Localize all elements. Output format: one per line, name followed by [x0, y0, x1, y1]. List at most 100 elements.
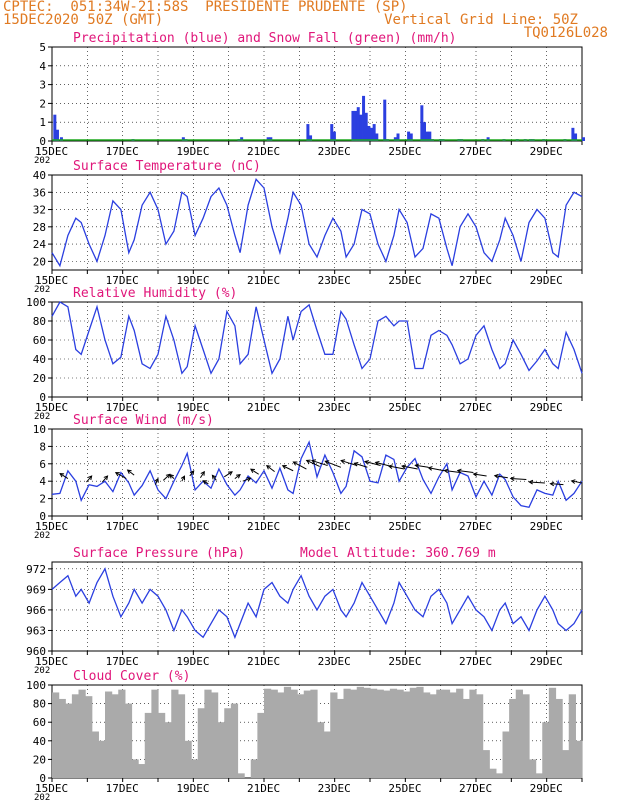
- cloud-bar: [184, 740, 192, 778]
- precip-bar: [181, 137, 185, 141]
- wind-arrow: [101, 475, 108, 483]
- series-line: [51, 567, 583, 640]
- wind-arrow: [529, 481, 545, 484]
- y-tick-label: 1: [39, 116, 46, 129]
- cloud-bar: [85, 696, 93, 778]
- cloud-bar: [177, 694, 186, 778]
- cloud-bar: [151, 689, 159, 778]
- x-tick-label: 21DEC: [247, 782, 280, 795]
- x-tick-label: 25DEC: [388, 782, 421, 795]
- wind-arrow-head: [340, 459, 346, 464]
- wind-arrow-head: [401, 464, 407, 469]
- x-tick-label: 15DEC: [35, 401, 68, 414]
- wind-arrow-head: [324, 460, 330, 465]
- wind-arrow-head: [246, 477, 252, 482]
- wind-arrow: [428, 467, 445, 472]
- precip-bar: [356, 107, 360, 141]
- wind-arrow-head: [311, 459, 317, 464]
- wind-arrow-head: [154, 477, 159, 483]
- header-grid-note: Vertical Grid Line: 50Z: [384, 12, 578, 28]
- y-tick-label: 2: [39, 97, 46, 110]
- precip-bar: [486, 137, 490, 141]
- wind-arrow-head: [250, 468, 255, 473]
- x-tick-label: 29DEC: [530, 274, 563, 287]
- wind-arrow-head: [180, 475, 186, 481]
- y-tick-label: 20: [33, 753, 46, 766]
- wind-arrow: [415, 464, 429, 468]
- wind-arrow: [189, 470, 195, 477]
- y-tick-label: 972: [26, 563, 46, 576]
- x-tick-label: 27DEC: [459, 401, 492, 414]
- precip-bar: [393, 137, 397, 141]
- precip-bar: [420, 105, 424, 141]
- wind-arrow-head: [265, 464, 271, 470]
- y-tick-label: 4: [39, 60, 46, 73]
- panel-title: Surface Temperature (nC): [73, 159, 261, 174]
- wind-arrow: [293, 461, 307, 470]
- y-tick-label: 966: [26, 604, 46, 617]
- x-tick-label: 23DEC: [318, 782, 351, 795]
- wind-arrow: [266, 465, 275, 473]
- precip-bar: [362, 95, 366, 141]
- precip-bar: [582, 137, 585, 141]
- cloud-bar: [52, 692, 60, 778]
- wind-arrow-head: [87, 475, 93, 481]
- wind-arrow: [494, 475, 508, 479]
- cloud-bar: [105, 691, 113, 778]
- wind-arrow-head: [236, 473, 241, 479]
- cloud-bar: [522, 694, 530, 778]
- cloud-bar: [323, 731, 331, 778]
- x-tick-label: 27DEC: [459, 145, 492, 158]
- y-tick-label: 28: [33, 221, 46, 234]
- cloud-bar: [396, 689, 404, 778]
- wind-arrow: [388, 465, 405, 470]
- wind-arrow-head: [427, 466, 433, 471]
- cloud-bar: [350, 689, 358, 778]
- x-tick-label: 15DEC: [35, 782, 68, 795]
- cloud-bar: [449, 692, 457, 778]
- precip-bar: [309, 135, 313, 141]
- y-tick-label: 5: [39, 41, 46, 54]
- precip-bar: [370, 127, 373, 141]
- cloud-bar: [237, 773, 245, 778]
- wind-arrow: [242, 477, 251, 482]
- cloud-bar: [376, 689, 384, 778]
- cloud-bar: [330, 692, 338, 778]
- x-tick-label: 27DEC: [459, 782, 492, 795]
- wind-arrow-head: [281, 465, 287, 470]
- cloud-bar: [65, 703, 73, 778]
- wind-arrow: [234, 474, 241, 479]
- x-tick-label: 25DEC: [388, 520, 421, 533]
- cloud-bar: [144, 712, 152, 778]
- y-tick-label: 60: [33, 334, 46, 347]
- panel-title: Cloud Cover (%): [73, 669, 190, 684]
- y-tick-label: 969: [26, 583, 46, 596]
- panel-subtitle: Model Altitude: 360.769 m: [300, 546, 496, 561]
- wind-arrow: [162, 473, 171, 481]
- year-label: 202: [34, 793, 50, 800]
- cloud-bar: [264, 688, 272, 778]
- cloud-bar: [277, 692, 285, 778]
- x-tick-label: 21DEC: [247, 401, 280, 414]
- panel-0: 0 1 2 3 4 5 15DEC 17DEC 19DEC 21DEC 23DEC 25DEC 27DE…: [34, 31, 585, 166]
- panel-title: Relative Humidity (%): [73, 286, 237, 301]
- x-tick-label: 19DEC: [176, 145, 209, 158]
- y-tick-label: 100: [26, 679, 46, 692]
- wind-arrow-head: [509, 476, 515, 482]
- cloud-bar: [363, 687, 371, 778]
- precip-bar: [396, 133, 400, 141]
- wind-arrow: [250, 468, 259, 475]
- panel-title: Surface Pressure (hPa): [73, 546, 245, 561]
- year-label: 202: [34, 285, 50, 295]
- x-tick-label: 17DEC: [106, 782, 139, 795]
- wind-arrow-head: [387, 464, 393, 469]
- y-tick-label: 100: [26, 296, 46, 309]
- cloud-bar: [217, 722, 225, 778]
- x-tick-label: 21DEC: [247, 274, 280, 287]
- cloud-bar: [515, 689, 523, 778]
- cloud-bar: [290, 689, 298, 778]
- panel-3: 0 2 4 6 8 10 15DEC 17DEC 19DEC 21DEC 23DEC 25DEC 27D…: [33, 413, 583, 541]
- x-tick-label: 29DEC: [530, 520, 563, 533]
- cloud-bar: [482, 750, 490, 778]
